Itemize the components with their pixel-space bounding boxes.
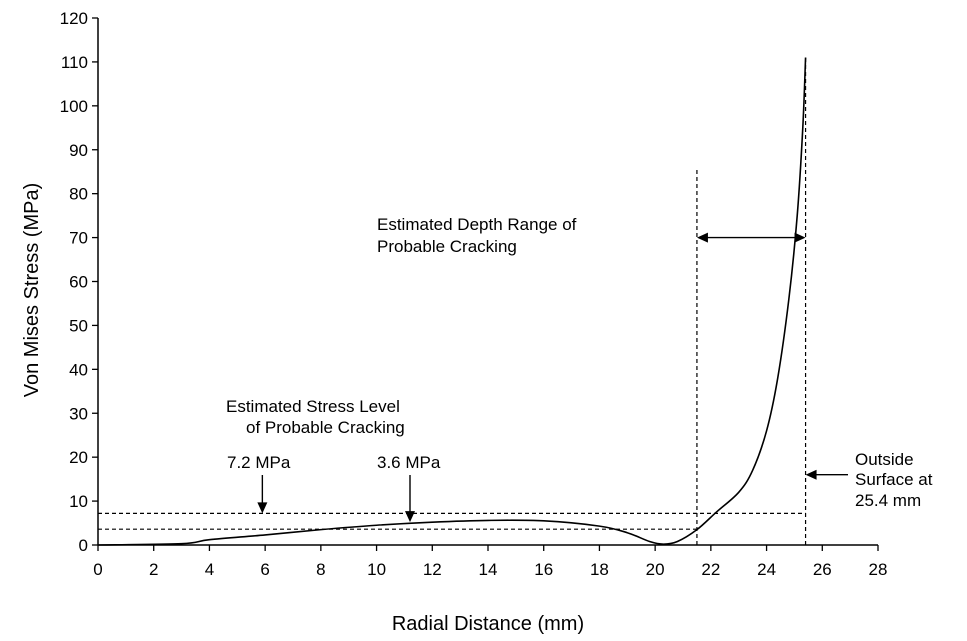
label-3-6-mpa: 3.6 MPa [377,453,441,472]
y-tick-label: 0 [79,536,88,555]
label-7-2-mpa: 7.2 MPa [227,453,291,472]
depth-arrowhead-right [794,232,806,243]
depth-arrowhead-left [696,232,708,243]
arrowhead-7-2-mpa [257,502,268,514]
stress-curve [97,57,807,546]
y-tick-label: 110 [61,53,88,72]
x-axis-title: Radial Distance (mm) [392,613,584,635]
y-tick-label: 60 [69,273,88,292]
outside-surface-line2: Surface at [855,470,933,489]
x-tick-label: 24 [757,560,776,579]
depth-range-label-line2: Probable Cracking [377,237,517,256]
arrowhead-3-6-mpa [405,511,415,523]
y-tick-label: 40 [69,360,88,379]
x-tick-label: 22 [701,560,720,579]
stress-level-label-line1: Estimated Stress Level [226,397,400,416]
x-tick-label: 16 [534,560,553,579]
y-tick-label: 30 [69,404,88,423]
axes [97,18,878,546]
y-tick-label: 70 [69,229,88,248]
x-tick-label: 20 [646,560,665,579]
y-tick-label: 20 [69,448,88,467]
x-tick-label: 18 [590,560,609,579]
y-tick-label: 50 [69,316,88,335]
x-tick-label: 10 [367,560,386,579]
outside-surface-line3: 25.4 mm [855,491,921,510]
stress-level-label-line2: of Probable Cracking [246,418,405,437]
y-tick-label: 80 [69,185,88,204]
outside-surface-arrowhead [805,469,817,480]
x-tick-label: 4 [205,560,214,579]
x-tick-label: 14 [479,560,498,579]
y-ticks: 0 10 20 30 40 50 60 70 80 90 100 110 120 [60,9,98,555]
y-tick-label: 120 [60,9,88,28]
annotations: Estimated Depth Range of Probable Cracki… [226,215,933,523]
x-ticks: 0 2 4 6 8 10 12 14 16 18 20 22 24 26 28 [93,545,887,579]
x-tick-label: 0 [93,560,102,579]
y-tick-label: 90 [69,141,88,160]
depth-range-label-line1: Estimated Depth Range of [377,215,577,234]
x-tick-label: 12 [423,560,442,579]
x-tick-label: 8 [316,560,325,579]
x-tick-label: 2 [149,560,158,579]
x-tick-label: 6 [260,560,269,579]
x-tick-label: 28 [869,560,888,579]
y-axis-title: Von Mises Stress (MPa) [21,183,43,398]
x-tick-label: 26 [813,560,832,579]
y-tick-label: 10 [69,492,88,511]
outside-surface-line1: Outside [855,450,914,469]
reference-lines [98,57,807,545]
y-tick-label: 100 [60,97,88,116]
